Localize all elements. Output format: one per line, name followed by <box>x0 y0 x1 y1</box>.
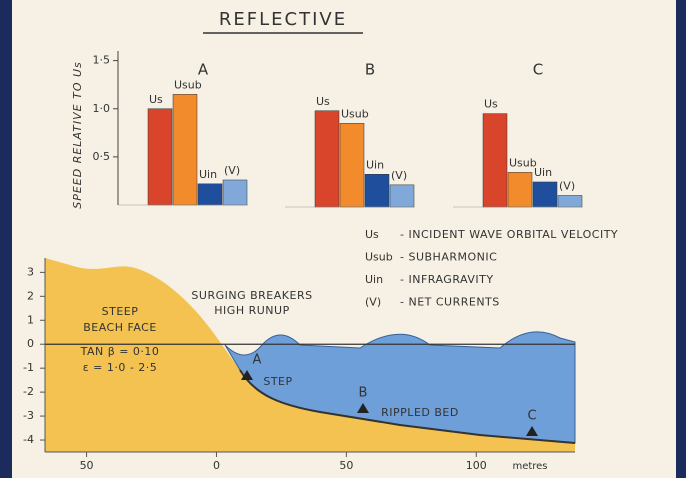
profile-label: HIGH RUNUP <box>214 304 289 317</box>
bar-label: Usub <box>174 78 202 91</box>
legend-symbol: Uin <box>365 273 383 286</box>
profile-label: TAN β = 0·10 <box>80 345 160 358</box>
bar-label: (V) <box>559 179 575 192</box>
bar-label: Usub <box>341 107 369 120</box>
x-unit: metres <box>512 461 547 472</box>
seabed <box>239 369 576 444</box>
legend-symbol: (V) <box>365 296 381 309</box>
legend-text: - SUBHARMONIC <box>400 251 497 264</box>
y-tick-label: 1 <box>27 313 34 326</box>
bar <box>389 184 415 208</box>
legend-text: - INFRAGRAVITY <box>400 273 494 286</box>
station-label: C <box>527 409 536 424</box>
x-tick-label: 0 <box>213 459 220 472</box>
bar <box>314 110 340 208</box>
bar-label: Us <box>484 98 498 111</box>
profile-label: SURGING BREAKERS <box>191 289 312 302</box>
y-tick-label: 0·5 <box>93 150 111 163</box>
legend-symbol: Us <box>365 228 379 241</box>
y-tick-label: -1 <box>23 361 34 374</box>
legend-text: - INCIDENT WAVE ORBITAL VELOCITY <box>400 228 618 241</box>
chart-title: A <box>198 61 209 79</box>
y-axis-label: SPEED RELATIVE TO Us <box>71 61 84 209</box>
y-tick-label: -2 <box>23 385 34 398</box>
y-tick-label: 0 <box>27 337 34 350</box>
station-label: A <box>253 353 262 368</box>
station-marker <box>357 403 369 413</box>
station-marker <box>241 370 253 380</box>
profile-label: RIPPLED BED <box>381 406 459 419</box>
title: REFLECTIVE <box>219 9 347 30</box>
y-tick-label: 1·5 <box>93 54 111 67</box>
bar-label: Usub <box>509 156 537 169</box>
bar-label: Uin <box>534 166 552 179</box>
profile-label: ε = 1·0 - 2·5 <box>83 361 158 374</box>
station-marker <box>526 426 538 436</box>
bar-label: Uin <box>199 168 217 181</box>
bar <box>197 183 223 206</box>
y-tick-label: 2 <box>27 289 34 302</box>
bar <box>557 195 583 208</box>
bar <box>532 181 558 208</box>
profile-label: BEACH FACE <box>83 321 157 334</box>
y-tick-label: 1·0 <box>93 102 111 115</box>
y-tick-label: 3 <box>27 265 34 278</box>
bar-label: Us <box>149 93 163 106</box>
bar <box>339 123 365 208</box>
beach-sand <box>45 258 575 452</box>
x-tick-label: 50 <box>339 459 353 472</box>
bar <box>222 179 248 206</box>
chart-title: B <box>365 61 375 79</box>
bar <box>482 113 508 208</box>
chart-title: C <box>533 61 543 79</box>
station-label: B <box>359 386 368 401</box>
x-tick-label: 100 <box>466 459 487 472</box>
y-tick-label: -4 <box>23 433 34 446</box>
y-tick-label: -3 <box>23 409 34 422</box>
legend-symbol: Usub <box>365 251 393 264</box>
profile-label: STEEP <box>102 305 139 318</box>
bar <box>172 94 198 206</box>
bar-label: Us <box>316 95 330 108</box>
bar <box>507 172 533 208</box>
legend-text: - NET CURRENTS <box>400 296 500 309</box>
bar-label: (V) <box>224 164 240 177</box>
x-tick-label: 50 <box>80 459 94 472</box>
profile-label: STEP <box>263 375 292 388</box>
bar-label: (V) <box>391 169 407 182</box>
bar <box>364 174 390 208</box>
bar-label: Uin <box>366 158 384 171</box>
bar <box>147 108 173 206</box>
